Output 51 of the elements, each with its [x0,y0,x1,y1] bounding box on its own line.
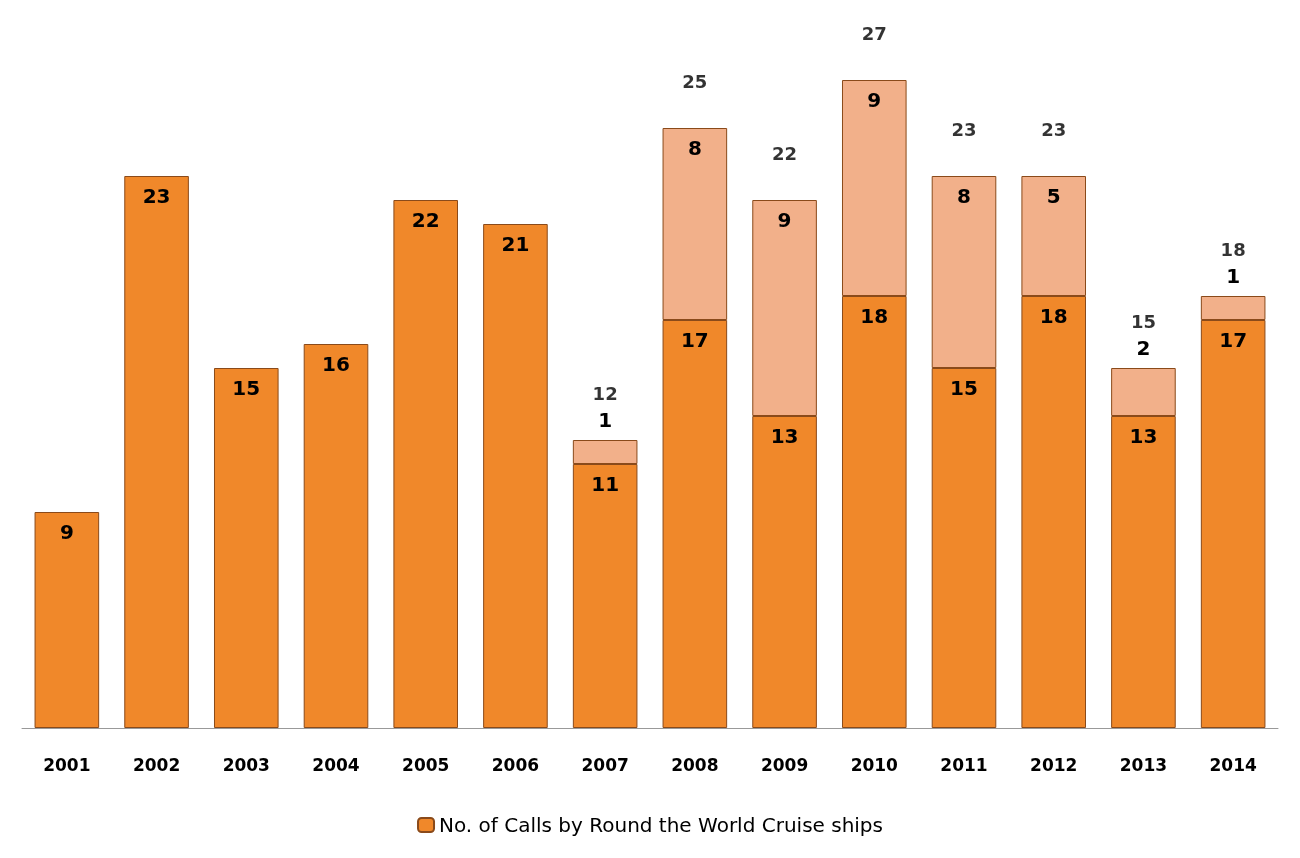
data-label: 9 [867,88,882,112]
x-tick-label: 2006 [491,754,540,775]
data-label: 1 [598,408,613,432]
total-label: 27 [861,22,887,44]
total-label: 15 [1130,310,1156,332]
data-label: 8 [687,136,702,160]
data-label: 13 [770,424,799,448]
x-tick-label: 2007 [581,754,629,775]
x-tick-label: 2012 [1030,754,1078,775]
data-label: 18 [860,304,889,328]
bar [213,368,279,728]
data-label: 9 [59,520,74,544]
bar [124,176,189,728]
x-tick-label: 2009 [760,754,809,775]
x-tick-label: 2005 [402,754,450,775]
total-label: 12 [592,382,618,404]
x-tick-label: 2002 [132,754,181,775]
data-label: 16 [322,352,350,376]
data-label: 22 [411,208,440,232]
data-label: 15 [950,376,978,400]
data-label: 23 [142,184,171,208]
x-tick-label: 2014 [1209,754,1257,775]
data-label: 15 [232,376,261,400]
total-label: 22 [772,142,798,164]
data-label: 17 [1219,328,1248,352]
x-tick-label: 2003 [222,754,270,775]
bar [303,344,369,728]
data-label: 13 [1129,424,1158,448]
data-label: 5 [1046,184,1061,208]
x-tick-label: 2001 [43,754,91,775]
data-label: 1 [1226,264,1241,288]
legend-label: No. of Calls by Round the World Cruise ships [439,813,883,837]
total-label: 23 [1041,118,1067,140]
bar [393,200,459,728]
data-label: 17 [680,328,709,352]
data-label: 21 [501,232,530,256]
data-label: 18 [1039,304,1068,328]
x-tick-label: 2004 [312,754,360,775]
x-tick-label: 2011 [940,754,988,775]
total-label: 23 [951,118,977,140]
total-label: 18 [1220,238,1246,260]
data-label: 11 [591,472,620,496]
bar [34,512,100,728]
x-tick-label: 2010 [850,754,899,775]
x-tick-label: 2008 [671,754,719,775]
data-label: 8 [957,184,971,208]
data-label: 9 [777,208,792,232]
total-label: 25 [682,70,708,92]
bar [483,224,548,728]
x-tick-label: 2013 [1119,754,1168,775]
data-label: 2 [1136,336,1151,360]
